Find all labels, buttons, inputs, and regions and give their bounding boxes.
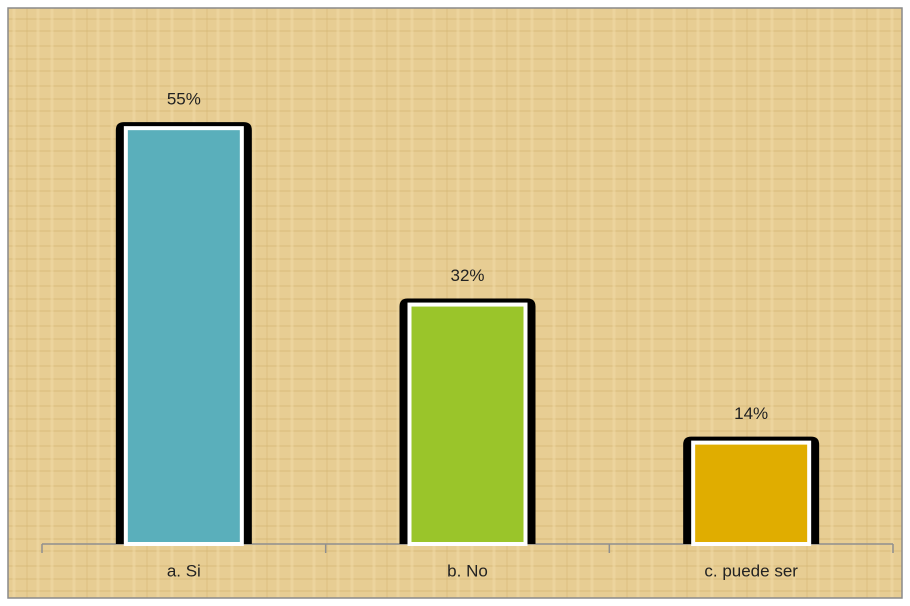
value-label: 55% <box>167 90 201 109</box>
value-label: 32% <box>450 266 484 285</box>
bar <box>407 302 528 546</box>
value-label: 14% <box>734 404 768 423</box>
x-tick-label: b. No <box>447 561 488 580</box>
x-tick-label: a. Si <box>167 561 201 580</box>
x-tick-label: c. puede ser <box>704 561 798 580</box>
bar <box>691 440 812 546</box>
bar <box>123 126 244 546</box>
